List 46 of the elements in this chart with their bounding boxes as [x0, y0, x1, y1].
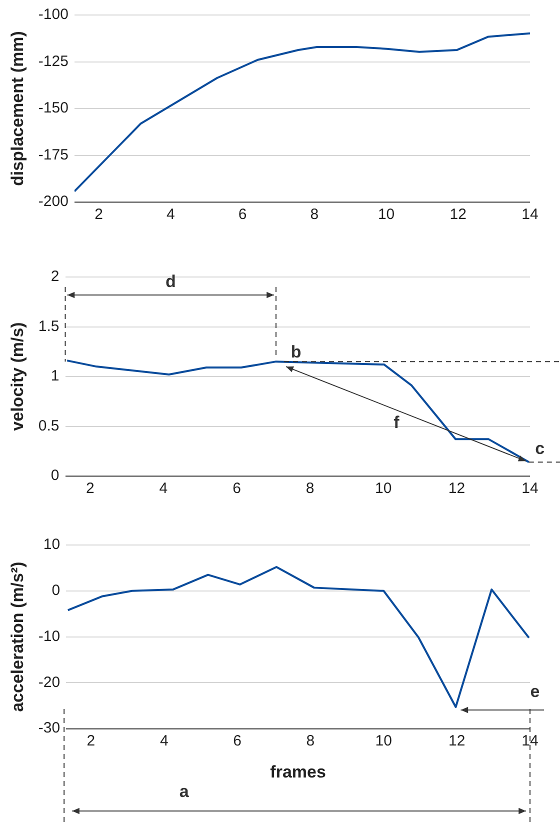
x-tick-label: 4 [159, 480, 168, 498]
y-tick-label: 1.5 [38, 318, 60, 335]
x-tick-label: 4 [160, 732, 168, 750]
y-axis-title: velocity (m/s) [8, 322, 27, 431]
x-axis-title: frames [270, 762, 326, 782]
x-tick-label: 14 [522, 206, 538, 224]
x-tick-label: 14 [522, 480, 538, 498]
y-tick-label: -30 [38, 720, 60, 737]
y-tick-label: 1 [50, 368, 60, 385]
y-tick-label: -20 [38, 674, 60, 691]
y-tick-label: 0 [50, 467, 60, 484]
x-tick-label: 10 [378, 206, 395, 224]
text: a [179, 782, 190, 801]
y-tick-label: 0 [52, 582, 60, 600]
x-tick-label: 2 [86, 732, 96, 750]
x-tick-label: 10 [375, 732, 392, 750]
annotation: e [530, 682, 540, 702]
x-tick-label: 6 [238, 206, 247, 224]
y-axis-title: displacement (mm) [8, 31, 27, 186]
x-tick-label: 6 [232, 480, 241, 498]
x-tick-label: 8 [306, 480, 314, 498]
x-tick-label: 12 [450, 206, 466, 224]
y-tick-label: -100 [38, 6, 68, 24]
y-tick-label: 10 [43, 536, 60, 554]
x-tick-label: 10 [375, 480, 392, 498]
x-tick-label: 12 [448, 732, 466, 750]
annotation: d [165, 272, 176, 291]
x-tick-label: 12 [448, 480, 466, 498]
x-tick-label: 4 [166, 206, 175, 224]
annotation: f [394, 412, 400, 432]
annotation: b [290, 342, 302, 362]
x-tick-label: 8 [310, 206, 319, 224]
x-tick-label: 2 [86, 480, 94, 498]
y-tick-label: -200 [38, 193, 68, 210]
x-tick-label: 8 [306, 732, 315, 750]
y-tick-label: 2 [50, 268, 60, 286]
y-tick-label: -10 [38, 628, 60, 645]
y-tick-label: -125 [38, 52, 68, 70]
x-tick-label: 2 [94, 206, 104, 224]
y-tick-label: 0.5 [38, 417, 60, 434]
annotation: c [535, 439, 545, 458]
x-tick-label: 14 [522, 732, 538, 750]
x-tick-label: 6 [233, 732, 242, 750]
y-axis-title: acceleration (m/s²) [8, 562, 27, 712]
y-tick-label: -150 [38, 100, 68, 117]
y-tick-label: -175 [38, 146, 68, 164]
